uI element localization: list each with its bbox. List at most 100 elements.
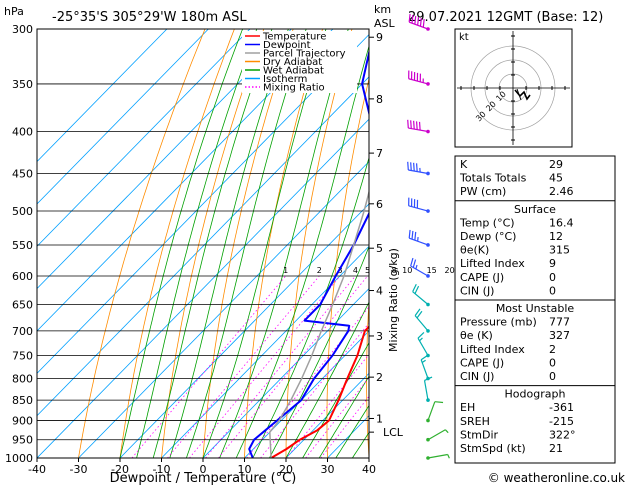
height-unit-km: km: [374, 3, 391, 16]
wind-barb-half-feather: [415, 264, 418, 270]
table-row-value: 9: [549, 257, 556, 270]
table-row-label: Lifted Index: [460, 257, 525, 270]
table-row-label: EH: [460, 401, 475, 414]
x-tick-label: 10: [238, 463, 252, 476]
table-row-value: 0: [549, 284, 556, 297]
wind-barb-dot: [426, 329, 430, 333]
isotherm-line: [37, 29, 334, 332]
wind-barb-feather: [414, 308, 421, 316]
wind-barb-staff: [420, 359, 429, 379]
height-tick-label: 6: [376, 198, 383, 211]
table-section-title: Hodograph: [505, 388, 566, 401]
wind-barb-half-feather: [421, 359, 426, 364]
wind-barb: [412, 283, 430, 307]
wind-barb: [407, 119, 430, 134]
x-tick-label: 30: [321, 463, 335, 476]
pressure-tick-label: 300: [12, 23, 33, 36]
pressure-tick-label: 400: [12, 126, 33, 139]
pressure-tick-label: 1000: [5, 452, 33, 465]
wet-adiabat-line: [136, 29, 258, 458]
isotherm-line: [37, 29, 251, 247]
wind-barb-feather: [415, 121, 418, 130]
table-row-label: CIN (J): [460, 370, 494, 383]
profile-temperature: [270, 325, 369, 458]
indices-frame: [454, 155, 616, 464]
wind-barb-half-feather: [419, 337, 423, 342]
x-tick-label: -10: [153, 463, 171, 476]
pressure-tick-label: 650: [12, 299, 33, 312]
pressure-tick-label: 800: [12, 372, 33, 385]
wind-barb-dot: [426, 27, 430, 31]
wind-barb-staff: [417, 337, 429, 356]
table-row-value: 322°: [549, 428, 576, 441]
wind-barb-feather: [417, 16, 420, 26]
wind-barb-feather: [412, 283, 417, 292]
table-row-value: 16.4: [549, 216, 574, 229]
wind-barb: [426, 401, 444, 423]
x-tick-label: -20: [111, 463, 129, 476]
wind-barb-staff: [427, 453, 448, 459]
wind-barb-dot: [426, 418, 430, 423]
wind-barb-staff: [412, 291, 429, 305]
wind-barb: [408, 13, 430, 31]
table-section-title: Most Unstable: [496, 302, 575, 315]
location-title: -25°35'S 305°29'W 180m ASL: [52, 10, 247, 25]
wind-barb-feather: [413, 120, 415, 130]
wind-barb-feather: [416, 310, 423, 319]
pressure-tick-label: 900: [12, 414, 33, 427]
legend-entry: Temperature: [262, 32, 326, 43]
wind-barb: [408, 70, 430, 86]
wind-barb-feather: [414, 15, 417, 25]
table-row-value: 327: [549, 329, 570, 342]
mixing-ratio-line: [189, 275, 341, 458]
isotherm-line: [37, 29, 292, 290]
height-unit-asl: ASL: [374, 17, 396, 30]
table-row-value: 0: [549, 356, 556, 369]
mixing-ratio-labels: 12345810152025: [283, 266, 469, 275]
table-row-label: PW (cm): [460, 185, 506, 198]
wind-barb-staff: [408, 169, 429, 175]
wind-barb: [426, 429, 449, 442]
wind-barb-dot: [426, 82, 430, 86]
wind-barb-feather: [410, 162, 412, 171]
table-row-label: CAPE (J): [460, 356, 504, 369]
height-tick-label: 4: [376, 285, 383, 298]
legend-entry: Parcel Trajectory: [263, 49, 346, 60]
height-tick-label: 2: [376, 371, 383, 384]
isotherm-line: [78, 160, 369, 458]
mixing-ratio-line: [286, 353, 369, 458]
wind-barb-dot: [426, 129, 430, 134]
hodograph-storm-motion: [516, 88, 522, 101]
hodograph-unit-label: kt: [459, 32, 469, 43]
mixing-ratio-value: 2: [317, 266, 322, 275]
copyright-footer: © weatheronline.co.uk: [488, 471, 625, 485]
mixing-ratio-line: [246, 306, 369, 458]
pressure-tick-label: 550: [12, 239, 33, 252]
table-row-value: 45: [549, 172, 563, 185]
wet-adiabat-line: [335, 404, 369, 458]
mixing-ratio-line: [260, 322, 369, 458]
mixing-ratio-value: 10: [402, 266, 412, 275]
x-tick-label: 40: [362, 463, 376, 476]
wind-barb-feather: [411, 14, 414, 24]
x-tick-label: -40: [28, 463, 46, 476]
table-section-title: Surface: [514, 203, 556, 216]
wind-barb-feather: [417, 332, 425, 339]
legend-entry: Dry Adiabat: [263, 57, 322, 68]
wet-adiabat-line: [302, 341, 369, 458]
table-row-label: Totals Totals: [459, 172, 527, 185]
wind-barb: [426, 453, 450, 460]
sounding-profiles: [248, 48, 369, 458]
wind-barb-feather: [410, 120, 412, 129]
table-row-value: 777: [549, 316, 570, 329]
wind-barb-dot: [426, 437, 430, 442]
wind-barb-staff: [408, 127, 429, 133]
table-row-value: -215: [549, 415, 574, 428]
wind-barb-feather: [408, 13, 411, 23]
table-row-value: 29: [549, 158, 563, 171]
isotherm-line: [37, 118, 369, 458]
isotherm-line: [285, 372, 369, 458]
mixing-ratio-value: 5: [365, 266, 370, 275]
